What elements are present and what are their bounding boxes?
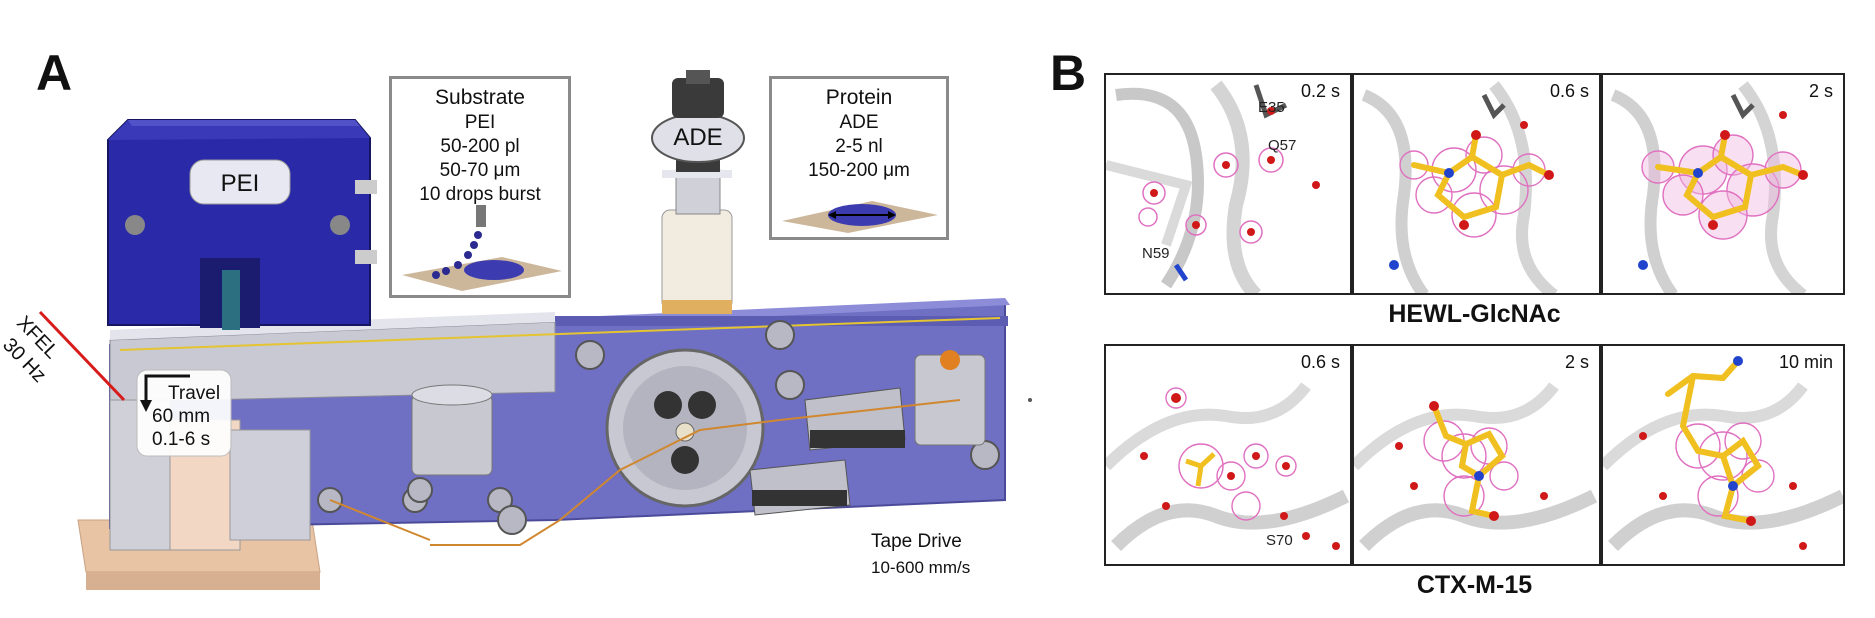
substrate-line-3: 50-70 μm xyxy=(439,160,521,181)
protein-drop-icon xyxy=(782,201,938,233)
ctx-tile-3: 10 min xyxy=(1601,344,1845,566)
hewl-tile-3-time: 2 s xyxy=(1808,81,1833,101)
hewl-tile-2: 0.6 s xyxy=(1352,73,1601,295)
label-n59: N59 xyxy=(1142,245,1170,262)
substrate-drop-icon xyxy=(402,205,562,291)
protein-line-1: ADE xyxy=(839,112,879,133)
substrate-title: Substrate xyxy=(435,86,525,109)
hewl-title: HEWL-GlcNAc xyxy=(1388,300,1561,328)
travel-arrow xyxy=(144,374,190,404)
protein-box: Protein ADE 2-5 nl 150-200 μm xyxy=(769,76,949,240)
ctx-tile-2: 2 s xyxy=(1352,344,1601,566)
label-q57: Q57 xyxy=(1268,137,1297,154)
travel-callout-bg xyxy=(136,369,232,457)
panel-a-letter: A xyxy=(36,45,73,101)
hewl-tile-2-time: 0.6 s xyxy=(1549,81,1589,101)
substrate-line-2: 50-200 pl xyxy=(440,136,520,157)
tape-drive-speed: 10-600 mm/s xyxy=(871,558,971,577)
ctx-title: CTX-M-15 xyxy=(1416,571,1533,599)
substrate-line-1: PEI xyxy=(464,112,496,133)
tape-drive-illustration xyxy=(38,70,1032,590)
hewl-tile-1: 0.2 s E35 Q57 N59 xyxy=(1104,73,1352,295)
xfel-beam xyxy=(38,310,126,402)
travel-time: 0.1-6 s xyxy=(152,429,211,450)
ctx-tile-1: 0.6 s S70 xyxy=(1104,344,1352,566)
hewl-tile-1-time: 0.2 s xyxy=(1300,81,1340,101)
ctx-tile-1-time: 0.6 s xyxy=(1300,352,1340,372)
pei-label-plate xyxy=(189,159,291,205)
tape-drive-title: Tape Drive xyxy=(871,531,962,552)
ade-label: ADE xyxy=(673,124,723,151)
pei-label: PEI xyxy=(220,170,260,197)
ade-body xyxy=(661,209,733,311)
label-s70: S70 xyxy=(1266,532,1293,549)
protein-title: Protein xyxy=(825,86,893,109)
hewl-tile-3: 2 s xyxy=(1601,73,1845,295)
ctx-tile-3-time: 10 min xyxy=(1778,352,1833,372)
substrate-box: Substrate PEI 50-200 pl 50-70 μm 10 drop… xyxy=(389,76,571,298)
travel-title: Travel xyxy=(168,383,221,404)
protein-line-2: 2-5 nl xyxy=(835,136,883,157)
ctx-tile-2-time: 2 s xyxy=(1564,352,1589,372)
panel-b-letter: B xyxy=(1050,45,1087,101)
protein-line-3: 150-200 μm xyxy=(808,160,910,181)
travel-distance: 60 mm xyxy=(152,406,211,427)
label-e35: E35 xyxy=(1258,99,1285,116)
substrate-line-4: 10 drops burst xyxy=(419,184,541,205)
